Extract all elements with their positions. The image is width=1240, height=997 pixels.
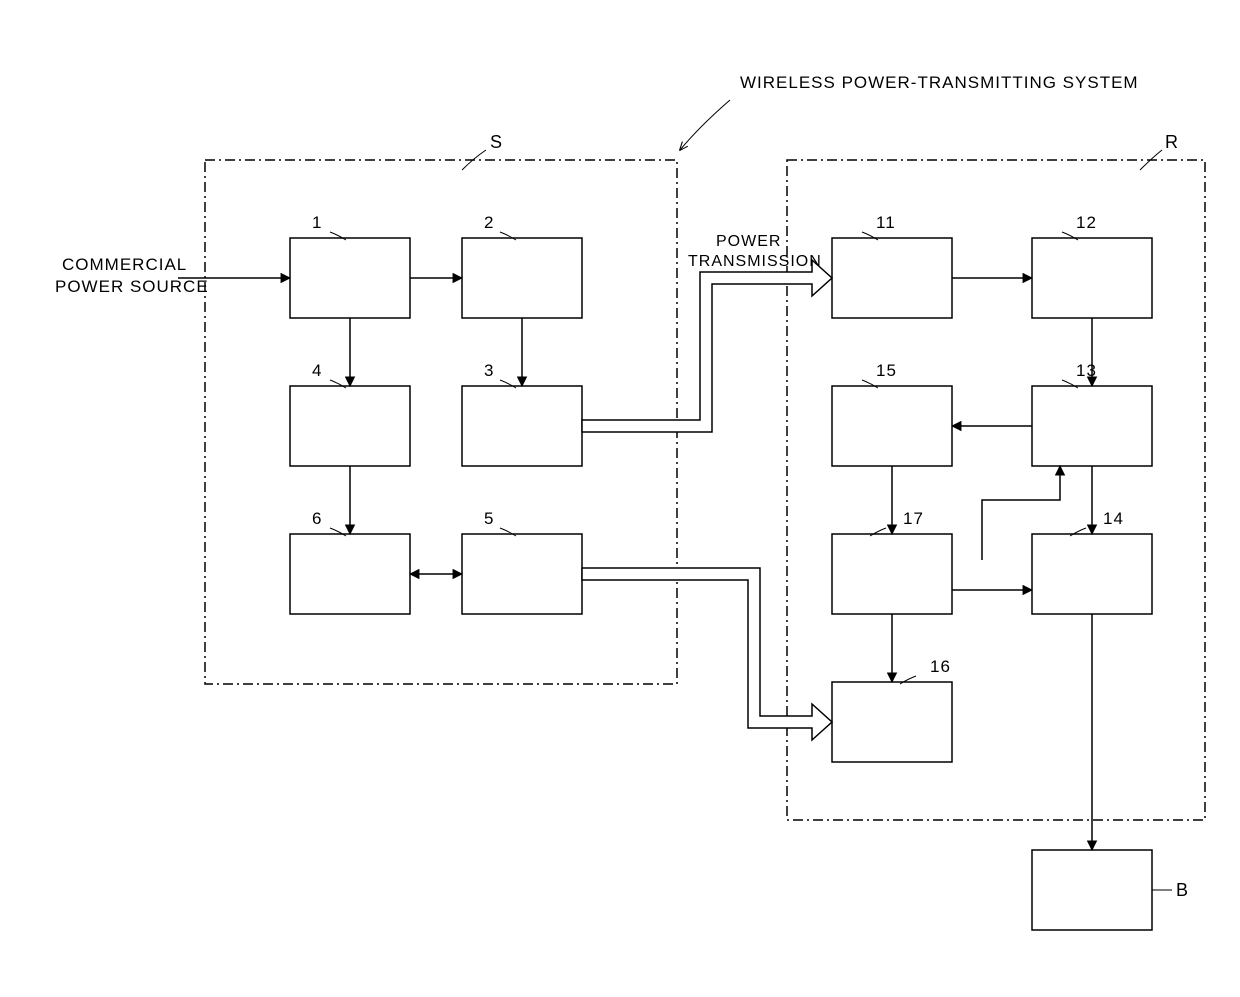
- leader-r: [1140, 150, 1162, 170]
- svg-text:2: 2: [484, 213, 494, 232]
- box-16: [832, 682, 952, 762]
- box-2: [462, 238, 582, 318]
- label-b: B: [1176, 880, 1189, 900]
- box-3: [462, 386, 582, 466]
- svg-text:12: 12: [1076, 213, 1097, 232]
- box-5: [462, 534, 582, 614]
- label-transmission: TRANSMISSION: [688, 253, 822, 270]
- svg-text:11: 11: [876, 213, 896, 232]
- svg-text:17: 17: [903, 509, 924, 528]
- box-1: [290, 238, 410, 318]
- box-15: [832, 386, 952, 466]
- hollow-arrow-3-11: [582, 260, 832, 432]
- system-title: WIRELESS POWER-TRANSMITTING SYSTEM: [740, 73, 1139, 92]
- label-commercial: COMMERCIAL: [62, 255, 187, 274]
- box-13: [1032, 386, 1152, 466]
- hollow-arrow-5-16: [582, 568, 832, 740]
- arrow-17-13: [982, 466, 1060, 560]
- box-4: [290, 386, 410, 466]
- box-14: [1032, 534, 1152, 614]
- diagram-canvas: WIRELESS POWER-TRANSMITTING SYSTEM S R C…: [0, 0, 1240, 997]
- box-17: [832, 534, 952, 614]
- box-6: [290, 534, 410, 614]
- region-r: [787, 160, 1205, 820]
- svg-text:3: 3: [484, 361, 494, 380]
- svg-text:1: 1: [312, 213, 322, 232]
- label-r: R: [1165, 132, 1179, 152]
- label-s: S: [490, 132, 503, 152]
- svg-text:6: 6: [312, 509, 322, 528]
- title-leader: [680, 100, 730, 150]
- box-12: [1032, 238, 1152, 318]
- svg-text:4: 4: [312, 361, 322, 380]
- label-power-source: POWER SOURCE: [55, 277, 209, 296]
- svg-text:15: 15: [876, 361, 897, 380]
- svg-text:16: 16: [930, 657, 951, 676]
- svg-text:14: 14: [1103, 509, 1124, 528]
- svg-text:5: 5: [484, 509, 494, 528]
- box-11: [832, 238, 952, 318]
- label-power: POWER: [716, 233, 781, 250]
- svg-text:13: 13: [1076, 361, 1097, 380]
- box-b: [1032, 850, 1152, 930]
